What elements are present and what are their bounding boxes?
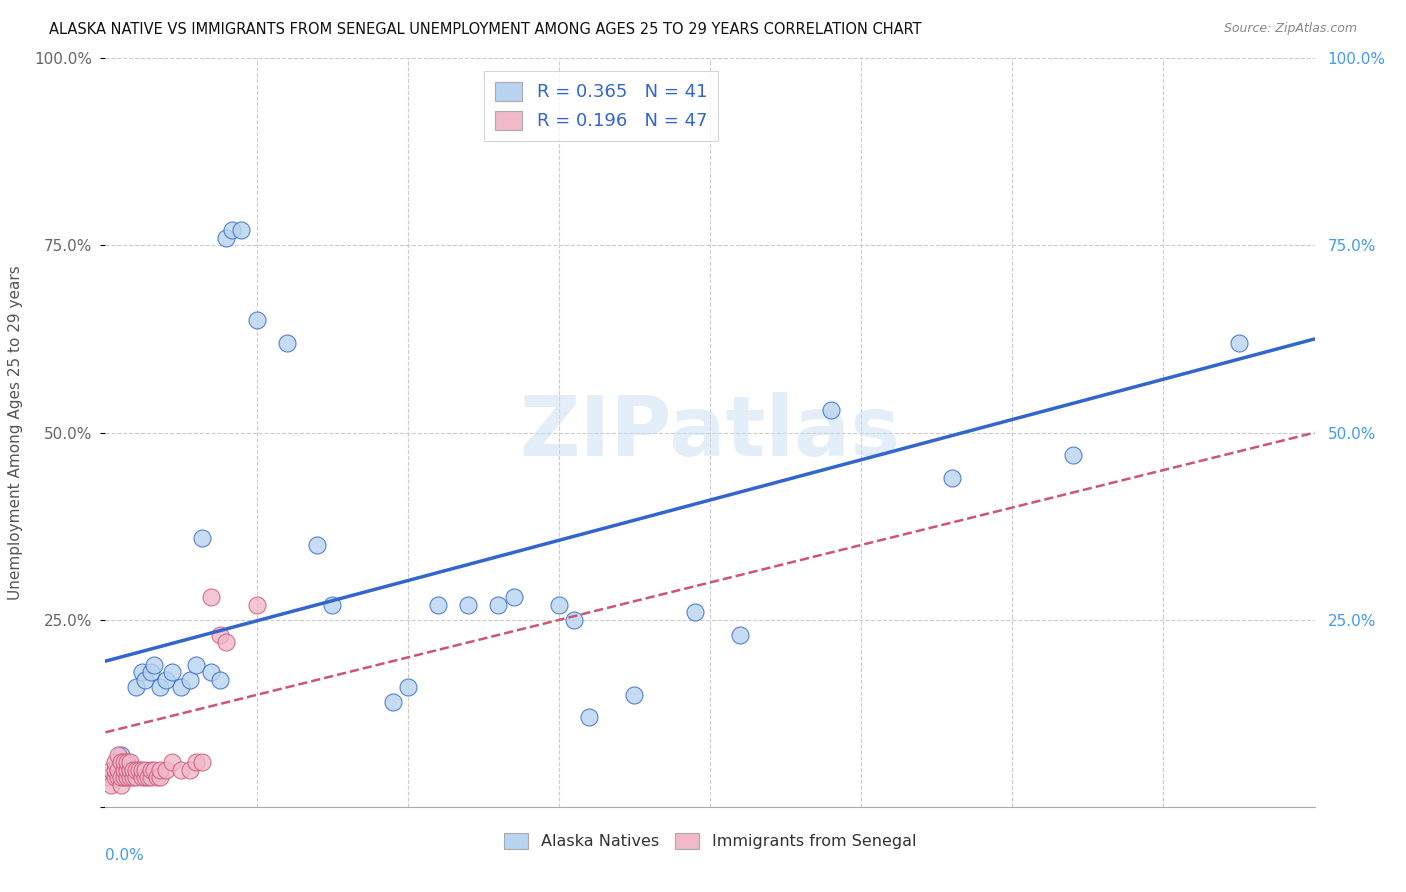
- Point: [142, 763, 165, 777]
- Point: [131, 665, 153, 680]
- Point: [100, 778, 122, 792]
- Point: [124, 681, 148, 695]
- Text: ALASKA NATIVE VS IMMIGRANTS FROM SENEGAL UNEMPLOYMENT AMONG AGES 25 TO 29 YEARS : ALASKA NATIVE VS IMMIGRANTS FROM SENEGAL…: [49, 22, 922, 37]
- Point: [107, 747, 129, 762]
- Point: [134, 770, 156, 784]
- Point: [118, 770, 141, 784]
- Point: [683, 606, 706, 620]
- Point: [246, 313, 269, 327]
- Point: [110, 770, 132, 784]
- Point: [307, 538, 329, 552]
- Point: [231, 223, 253, 237]
- Point: [134, 673, 156, 687]
- Point: [149, 763, 172, 777]
- Point: [103, 770, 125, 784]
- Point: [100, 763, 122, 777]
- Point: [142, 657, 165, 672]
- Point: [170, 763, 193, 777]
- Text: 0.0%: 0.0%: [105, 848, 145, 863]
- Point: [112, 756, 135, 770]
- Point: [562, 613, 585, 627]
- Point: [209, 673, 232, 687]
- Point: [115, 770, 138, 784]
- Point: [134, 763, 156, 777]
- Point: [107, 770, 129, 784]
- Point: [124, 770, 148, 784]
- Point: [110, 747, 132, 762]
- Y-axis label: Unemployment Among Ages 25 to 29 years: Unemployment Among Ages 25 to 29 years: [8, 265, 22, 600]
- Point: [115, 756, 138, 770]
- Point: [110, 778, 132, 792]
- Point: [488, 598, 510, 612]
- Point: [131, 763, 153, 777]
- Point: [200, 591, 222, 605]
- Point: [457, 598, 479, 612]
- Legend: Alaska Natives, Immigrants from Senegal: Alaska Natives, Immigrants from Senegal: [498, 826, 922, 855]
- Point: [115, 763, 138, 777]
- Point: [548, 598, 571, 612]
- Point: [1062, 448, 1084, 462]
- Point: [97, 770, 120, 784]
- Point: [186, 657, 208, 672]
- Point: [578, 710, 600, 724]
- Point: [103, 763, 125, 777]
- Point: [941, 470, 963, 484]
- Text: Source: ZipAtlas.com: Source: ZipAtlas.com: [1223, 22, 1357, 36]
- Point: [381, 695, 404, 709]
- Point: [160, 665, 183, 680]
- Point: [502, 591, 524, 605]
- Point: [103, 763, 125, 777]
- Point: [221, 223, 243, 237]
- Point: [139, 763, 162, 777]
- Point: [1227, 335, 1250, 350]
- Point: [215, 635, 238, 649]
- Point: [107, 763, 129, 777]
- Point: [170, 681, 193, 695]
- Point: [427, 598, 450, 612]
- Point: [118, 756, 141, 770]
- Point: [276, 335, 298, 350]
- Point: [110, 756, 132, 770]
- Text: ZIPatlas: ZIPatlas: [520, 392, 900, 473]
- Point: [321, 598, 343, 612]
- Point: [191, 531, 214, 545]
- Point: [118, 763, 141, 777]
- Point: [136, 770, 159, 784]
- Point: [149, 681, 172, 695]
- Point: [820, 403, 842, 417]
- Point: [103, 756, 125, 770]
- Point: [124, 763, 148, 777]
- Point: [623, 688, 645, 702]
- Point: [396, 681, 419, 695]
- Point: [730, 628, 752, 642]
- Point: [121, 763, 143, 777]
- Point: [215, 231, 238, 245]
- Point: [115, 770, 138, 784]
- Point: [121, 770, 143, 784]
- Point: [131, 770, 153, 784]
- Point: [209, 628, 232, 642]
- Point: [139, 770, 162, 784]
- Point: [155, 763, 177, 777]
- Point: [155, 673, 177, 687]
- Point: [118, 763, 141, 777]
- Point: [149, 770, 172, 784]
- Point: [246, 598, 269, 612]
- Point: [179, 763, 201, 777]
- Point: [200, 665, 222, 680]
- Point: [139, 665, 162, 680]
- Point: [186, 756, 208, 770]
- Point: [191, 756, 214, 770]
- Point: [179, 673, 201, 687]
- Point: [128, 763, 150, 777]
- Point: [160, 756, 183, 770]
- Point: [146, 770, 169, 784]
- Point: [112, 763, 135, 777]
- Point: [112, 770, 135, 784]
